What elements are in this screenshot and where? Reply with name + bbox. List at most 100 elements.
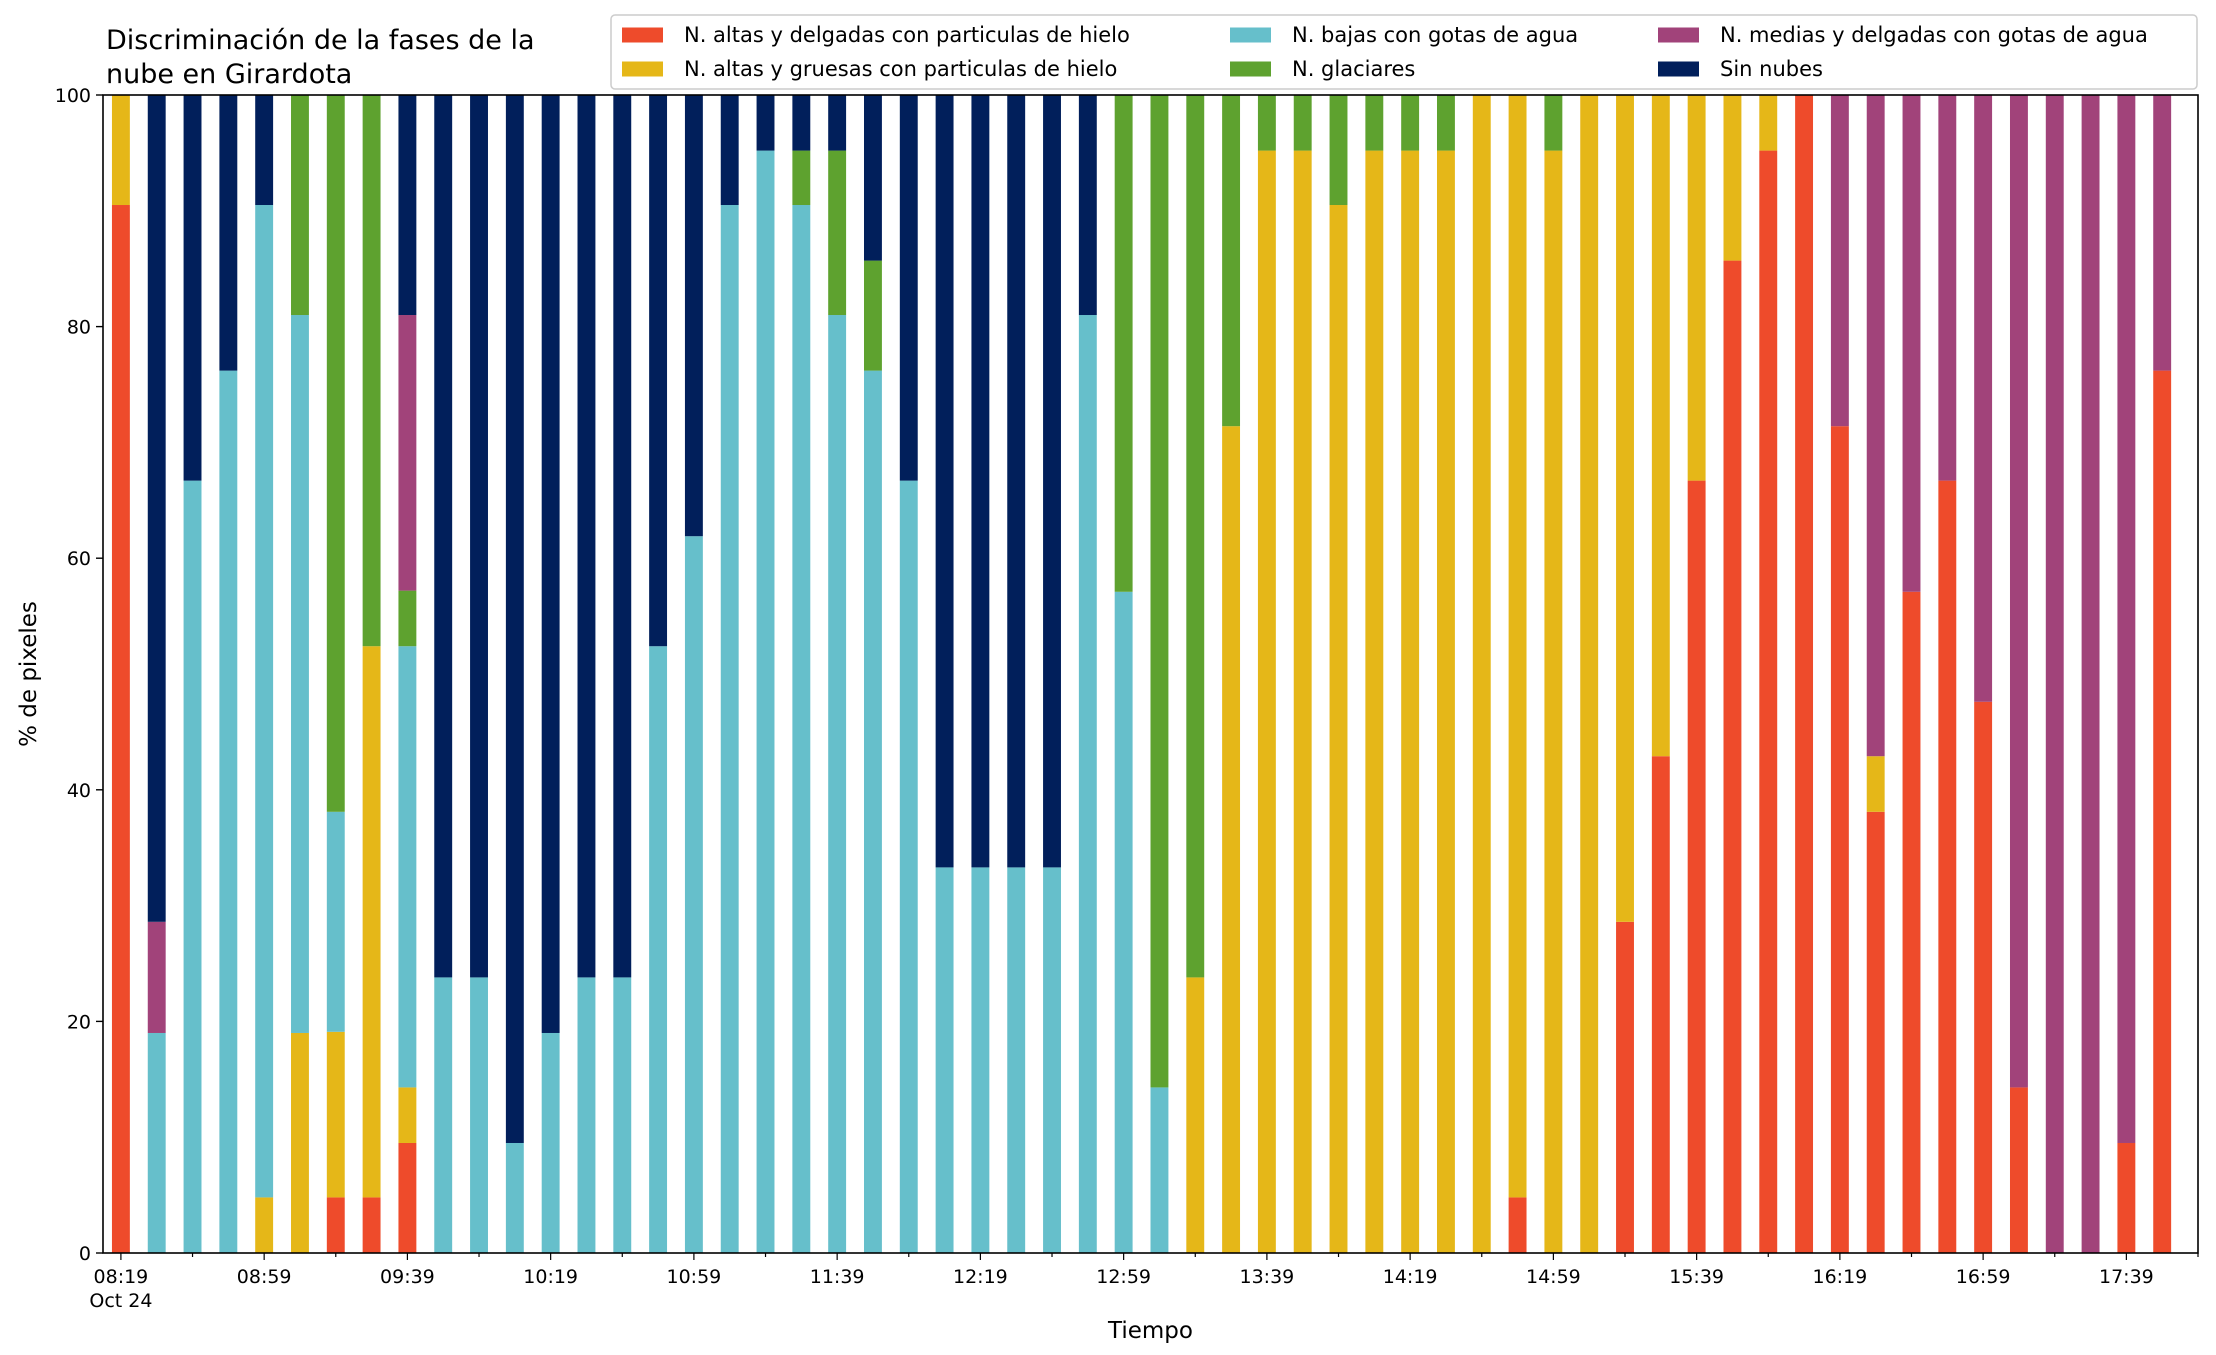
bar-stack bbox=[935, 95, 954, 1253]
bar-segment-bajas bbox=[1114, 591, 1133, 1253]
bar-stack bbox=[684, 95, 703, 1253]
bar-segment-glaciares bbox=[398, 590, 417, 647]
bar-segment-altas-delgadas bbox=[1938, 480, 1957, 1253]
bar-segment-bajas bbox=[147, 1032, 166, 1253]
chart-title-line-2: nube en Girardota bbox=[106, 59, 352, 90]
bar-segment-bajas bbox=[649, 646, 668, 1253]
bar-stack bbox=[147, 95, 166, 1253]
bar-segment-bajas bbox=[971, 867, 990, 1253]
legend-box bbox=[610, 14, 2198, 90]
bar-segment-altas-delgadas bbox=[1795, 95, 1814, 1253]
legend-label: N. medias y delgadas con gotas de agua bbox=[1720, 23, 2148, 47]
bar-segment-sin-nubes bbox=[147, 95, 166, 922]
y-tick-label: 0 bbox=[79, 1243, 91, 1265]
bar-segment-glaciares bbox=[1365, 95, 1384, 151]
bar-segment-glaciares bbox=[1293, 95, 1312, 151]
bar-segment-glaciares bbox=[291, 95, 309, 316]
bar-segment-bajas bbox=[434, 977, 453, 1253]
bar-stack bbox=[899, 95, 918, 1253]
bar-segment-bajas bbox=[291, 315, 309, 1033]
bar-segment-sin-nubes bbox=[971, 95, 990, 868]
legend: N. altas y delgadas con particulas de hi… bbox=[610, 14, 2198, 90]
x-tick-label: 14:19 bbox=[1383, 1266, 1438, 1288]
x-axis: 08:19 08:59 09:39 10:19 10:59 11:39 12:19 12:59… bbox=[89, 1253, 2199, 1312]
bar-stack bbox=[1186, 95, 1205, 1253]
y-tick-label: 60 bbox=[67, 548, 91, 570]
x-tick-label: 16:59 bbox=[1956, 1266, 2011, 1288]
bar-segment-altas-gruesas bbox=[291, 1032, 309, 1253]
bar-segment-sin-nubes bbox=[935, 95, 954, 868]
bar-stack bbox=[1580, 95, 1599, 1253]
bar-segment-bajas bbox=[541, 1032, 560, 1253]
bar-segment-medias-delgadas bbox=[2117, 95, 2136, 1143]
bar-stack bbox=[1687, 95, 1706, 1253]
bar-stack bbox=[2045, 95, 2064, 1253]
legend-item-sin-nubes: Sin nubes bbox=[1658, 57, 1823, 81]
bar-segment-medias-delgadas bbox=[398, 315, 417, 591]
x-tick-label: 15:39 bbox=[1669, 1266, 1724, 1288]
bar-segment-glaciares bbox=[864, 260, 882, 371]
bar-stack bbox=[291, 95, 309, 1253]
bar-segment-altas-delgadas bbox=[111, 205, 130, 1253]
bar-segment-altas-gruesas bbox=[1401, 150, 1420, 1254]
bar-segment-sin-nubes bbox=[541, 95, 560, 1033]
bar-stack bbox=[1508, 95, 1527, 1253]
bar-segment-bajas bbox=[1150, 1087, 1169, 1253]
bar-segment-glaciares bbox=[792, 150, 811, 206]
bar-segment-bajas bbox=[505, 1142, 524, 1253]
bar-segment-sin-nubes bbox=[219, 95, 238, 371]
bar-segment-altas-delgadas bbox=[1830, 426, 1849, 1253]
bar-stack bbox=[1436, 95, 1455, 1254]
bar-segment-bajas bbox=[326, 811, 345, 1032]
bar-stack bbox=[1759, 95, 1778, 1254]
bar-segment-altas-gruesas bbox=[1723, 95, 1742, 261]
bar-stack bbox=[828, 95, 847, 1253]
legend-swatch bbox=[1658, 61, 1699, 77]
bar-segment-altas-delgadas bbox=[2153, 370, 2172, 1253]
bar-stack bbox=[1616, 95, 1634, 1253]
bar-segment-bajas bbox=[1043, 867, 1061, 1253]
bar-segment-bajas bbox=[577, 977, 596, 1253]
bar-segment-bajas bbox=[1007, 867, 1026, 1253]
bar-segment-altas-gruesas bbox=[1544, 150, 1563, 1254]
bar-stack bbox=[1866, 95, 1885, 1253]
bar-segment-altas-delgadas bbox=[1508, 1197, 1527, 1253]
bar-stack bbox=[1830, 95, 1849, 1253]
bar-segment-altas-gruesas bbox=[1222, 426, 1241, 1253]
bar-stack bbox=[1974, 95, 1993, 1253]
bar-stack bbox=[577, 95, 596, 1253]
bar-segment-altas-gruesas bbox=[255, 1197, 274, 1253]
bar-segment-glaciares bbox=[326, 95, 345, 812]
bar-stack bbox=[756, 95, 775, 1254]
bar-segment-sin-nubes bbox=[470, 95, 488, 978]
bar-stack bbox=[398, 95, 417, 1253]
bar-segment-sin-nubes bbox=[255, 95, 274, 206]
legend-label: Sin nubes bbox=[1720, 57, 1823, 81]
bar-stack bbox=[1472, 95, 1491, 1253]
y-axis: 0 20 40 60 80 100 bbox=[55, 85, 103, 1265]
bar-segment-glaciares bbox=[1257, 95, 1276, 151]
bar-stack bbox=[864, 95, 882, 1253]
bar-segment-sin-nubes bbox=[505, 95, 524, 1143]
bar-stack bbox=[613, 95, 632, 1253]
bar-stack bbox=[219, 95, 238, 1253]
bar-segment-altas-gruesas bbox=[1616, 95, 1634, 922]
x-tick-label: 17:39 bbox=[2099, 1266, 2154, 1288]
bar-segment-altas-delgadas bbox=[362, 1197, 381, 1253]
legend-item-glaciares: N. glaciares bbox=[1230, 57, 1415, 81]
bar-segment-glaciares bbox=[1222, 95, 1241, 427]
bar-segment-sin-nubes bbox=[183, 95, 202, 481]
bar-segment-medias-delgadas bbox=[2045, 95, 2064, 1253]
legend-swatch bbox=[1230, 61, 1271, 77]
bar-stack bbox=[111, 95, 130, 1253]
x-tick-label: 14:59 bbox=[1526, 1266, 1581, 1288]
legend-label: N. bajas con gotas de agua bbox=[1292, 23, 1578, 47]
bar-stack bbox=[505, 95, 524, 1253]
bar-segment-altas-gruesas bbox=[1866, 756, 1885, 812]
x-tick-sublabel: Oct 24 bbox=[89, 1290, 152, 1312]
bar-segment-bajas bbox=[219, 370, 238, 1253]
bar-segment-medias-delgadas bbox=[1866, 95, 1885, 757]
bar-segment-glaciares bbox=[1114, 95, 1133, 592]
legend-item-bajas: N. bajas con gotas de agua bbox=[1230, 23, 1578, 47]
